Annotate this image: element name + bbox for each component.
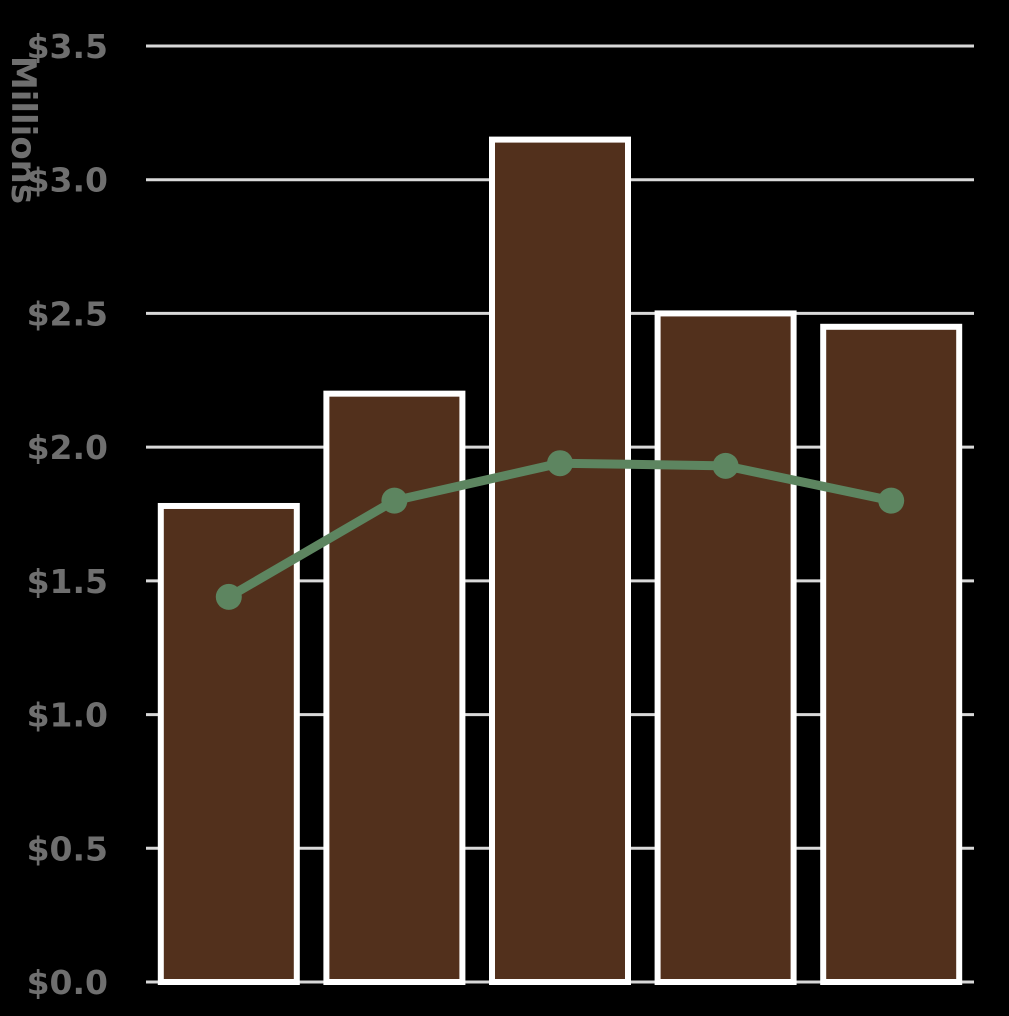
bar — [489, 136, 631, 986]
bar — [654, 310, 797, 985]
bar — [157, 502, 300, 985]
y-tick-label: $2.5 — [27, 294, 108, 333]
bar — [820, 323, 963, 985]
y-tick-label: $2.0 — [27, 428, 108, 467]
line-point — [878, 487, 905, 514]
line-point — [381, 487, 408, 514]
y-tick-label: $1.0 — [27, 696, 108, 735]
bar-series — [157, 136, 963, 986]
line-point — [712, 452, 739, 479]
bar — [323, 390, 466, 985]
y-tick-label: $0.5 — [27, 829, 108, 868]
line-series — [215, 450, 905, 610]
y-axis-title: Millions — [3, 56, 43, 204]
y-tick-label: $0.0 — [27, 963, 108, 1002]
y-tick-label: $3.0 — [27, 161, 108, 200]
y-tick-label: $1.5 — [27, 562, 108, 601]
line-point — [215, 583, 242, 610]
line-point — [547, 450, 573, 477]
y-axis-tick-labels: $0.0 $0.5 $1.0 $1.5 $2.0 $2.5 $3.0 $3.5 — [27, 27, 108, 1002]
y-tick-label: $3.5 — [27, 27, 108, 66]
